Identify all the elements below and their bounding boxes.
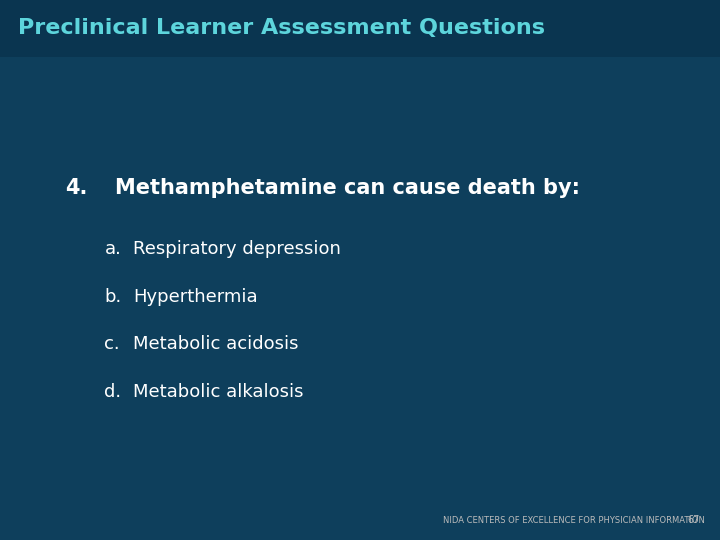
Text: NIDA CENTERS OF EXCELLENCE FOR PHYSICIAN INFORMATION: NIDA CENTERS OF EXCELLENCE FOR PHYSICIAN… [443, 516, 705, 525]
Text: 4.: 4. [65, 178, 87, 198]
Bar [0, 0, 720, 57]
Text: Preclinical Learner Assessment Questions: Preclinical Learner Assessment Questions [18, 18, 545, 38]
Text: c.: c. [104, 335, 120, 353]
Text: Hyperthermia: Hyperthermia [133, 288, 258, 306]
Text: Metabolic acidosis: Metabolic acidosis [133, 335, 299, 353]
Text: a.: a. [104, 240, 121, 258]
Text: b.: b. [104, 288, 122, 306]
Text: Methamphetamine can cause death by:: Methamphetamine can cause death by: [115, 178, 580, 198]
Text: Respiratory depression: Respiratory depression [133, 240, 341, 258]
Text: Metabolic alkalosis: Metabolic alkalosis [133, 383, 304, 401]
Text: d.: d. [104, 383, 122, 401]
Text: 67: 67 [688, 515, 700, 525]
